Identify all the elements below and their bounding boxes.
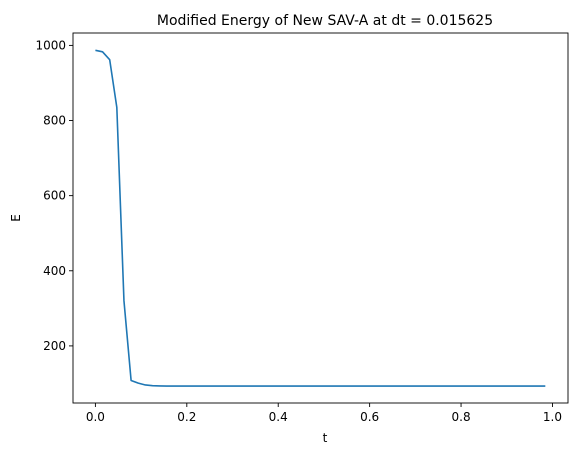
series-line-0 <box>95 49 546 387</box>
y-tick-label: 1000 <box>35 38 66 52</box>
x-tick-label: 0.2 <box>177 410 196 424</box>
x-tick-label: 0.6 <box>360 410 379 424</box>
x-tick-label: 0.8 <box>452 410 471 424</box>
y-tick-label: 200 <box>43 339 66 353</box>
y-tick-label: 600 <box>43 189 66 203</box>
x-tick-label: 0.4 <box>269 410 288 424</box>
x-tick-label: 1.0 <box>543 410 562 424</box>
axes-frame <box>72 32 569 404</box>
x-axis-label: t <box>323 431 328 445</box>
x-tick-label: 0.0 <box>86 410 105 424</box>
chart-title: Modified Energy of New SAV-A at dt = 0.0… <box>157 13 493 29</box>
plot-area: 0.0 0.2 0.4 0.6 0.8 1.0 200 400 600 800 1000 <box>35 32 569 424</box>
y-axis-label: E <box>9 214 23 222</box>
y-tick-label: 400 <box>43 264 66 278</box>
y-tick-label: 800 <box>43 114 66 128</box>
